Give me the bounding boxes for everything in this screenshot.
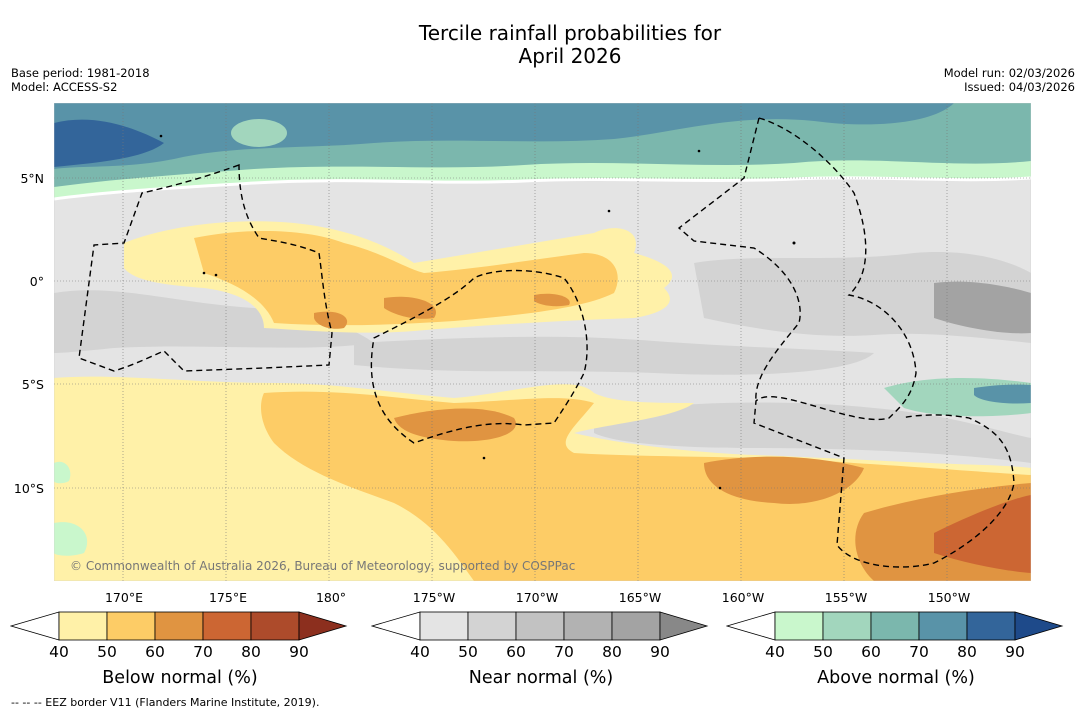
- above-normal-patch: [231, 119, 287, 147]
- issued-date: Issued: 04/03/2026: [964, 80, 1075, 94]
- tick-label: 90: [289, 643, 309, 661]
- eez-footnote: -- -- -- EEZ border V11 (Flanders Marine…: [11, 696, 320, 709]
- tick-label: 60: [861, 643, 881, 661]
- tick-label: 90: [650, 643, 670, 661]
- colorbar-segment: [563, 611, 613, 641]
- eez-border-east: [753, 117, 1015, 568]
- lon-label-160w: 160°W: [721, 590, 765, 605]
- tick-label: 70: [909, 643, 929, 661]
- lat-label-0: 0°: [29, 274, 44, 289]
- near-normal-patch-west: [54, 290, 374, 353]
- colorbar-segment: [611, 611, 661, 641]
- tick-label: 40: [765, 643, 785, 661]
- below-normal-80-southeast: [934, 495, 1031, 573]
- colorbar-near-normal: [371, 611, 709, 641]
- island-4: [792, 241, 796, 245]
- above-normal-80-patch-southeast: [974, 384, 1031, 404]
- near-normal-90-patch: [934, 281, 1031, 334]
- below-normal-70-patch-5: [704, 456, 864, 504]
- tick-label: 50: [813, 643, 833, 661]
- tick-label: 60: [506, 643, 526, 661]
- colorbar-segment: [202, 611, 252, 641]
- colorbar-segment: [870, 611, 920, 641]
- island-7: [482, 456, 486, 460]
- island-8: [718, 486, 722, 490]
- colorbar-extend-high: [1014, 611, 1064, 641]
- lon-label-170w: 170°W: [515, 590, 559, 605]
- colorbar-label-above-normal: Above normal (%): [817, 668, 975, 688]
- lon-label-175w: 175°W: [412, 590, 456, 605]
- below-normal-70-patch-2: [534, 293, 570, 307]
- lon-label-170e: 170°E: [104, 590, 143, 605]
- lon-label-150w: 150°W: [927, 590, 971, 605]
- tick-label: 40: [49, 643, 69, 661]
- contour-40-north: [54, 176, 1031, 201]
- rainfall-map: [54, 103, 1031, 581]
- tick-label: 70: [554, 643, 574, 661]
- below-normal-60-equatorial: [194, 231, 618, 326]
- eez-border-east-west-edge: [677, 117, 801, 402]
- base-period: Base period: 1981-2018: [11, 66, 150, 80]
- tick-label: 90: [1005, 643, 1025, 661]
- tick-label: 50: [97, 643, 117, 661]
- colorbar-label-near-normal: Near normal (%): [468, 668, 614, 688]
- colorbar-segment: [515, 611, 565, 641]
- model-run: Model run: 02/03/2026: [943, 66, 1075, 80]
- colorbar-segment: [106, 611, 156, 641]
- tick-label: 60: [145, 643, 165, 661]
- colorbar-segment: [250, 611, 300, 641]
- map-title: Tercile rainfall probabilities for April…: [0, 22, 1085, 68]
- tick-label: 70: [193, 643, 213, 661]
- meta-right: Model run: 02/03/2026 Issued: 04/03/2026: [944, 66, 1075, 94]
- lon-label-165w: 165°W: [618, 590, 662, 605]
- copyright-notice: © Commonwealth of Australia 2026, Bureau…: [70, 559, 576, 573]
- lon-label-180: 180°: [315, 590, 347, 605]
- colorbar-extend-high: [298, 611, 348, 641]
- tick-label: 80: [957, 643, 977, 661]
- eez-border-west: [78, 164, 333, 372]
- near-normal-patch-south: [594, 402, 1031, 463]
- tick-label: 80: [241, 643, 261, 661]
- above-normal-patch-west-1: [54, 461, 71, 484]
- island-2: [202, 271, 206, 275]
- colorbar-segment: [154, 611, 204, 641]
- colorbar-segment: [467, 611, 517, 641]
- colorbar-segment: [918, 611, 968, 641]
- colorbar-extend-low: [726, 611, 776, 641]
- colorbar-above-normal: [726, 611, 1064, 641]
- colorbar-below-normal: [10, 611, 348, 641]
- lat-label-10s: 10°S: [13, 481, 44, 496]
- colorbar-segment: [822, 611, 872, 641]
- tick-label: 40: [410, 643, 430, 661]
- colorbar-extend-low: [371, 611, 421, 641]
- lon-label-155w: 155°W: [824, 590, 868, 605]
- tick-label: 80: [602, 643, 622, 661]
- near-normal-patch-central: [354, 336, 874, 375]
- colorbar-segment: [774, 611, 824, 641]
- eez-border-central: [370, 269, 588, 444]
- island-6: [697, 149, 701, 153]
- below-normal-70-patch-4: [394, 408, 516, 442]
- above-normal-patch-west-2: [54, 522, 88, 556]
- above-normal-90-northwest: [54, 119, 164, 167]
- island-5: [607, 209, 611, 213]
- colorbar-segment: [966, 611, 1016, 641]
- colorbar-extend-high: [659, 611, 709, 641]
- colorbar-segment: [419, 611, 469, 641]
- island-1: [159, 134, 163, 138]
- island-3: [214, 273, 218, 277]
- lon-label-175e: 175°E: [208, 590, 247, 605]
- tick-label: 50: [458, 643, 478, 661]
- model-name: Model: ACCESS-S2: [11, 80, 118, 94]
- title-line-2: April 2026: [518, 44, 622, 68]
- colorbar-segment: [58, 611, 108, 641]
- meta-left: Base period: 1981-2018 Model: ACCESS-S2: [11, 66, 150, 94]
- lat-label-5s: 5°S: [21, 377, 44, 392]
- colorbar-extend-low: [10, 611, 60, 641]
- below-normal-70-patch-3: [314, 311, 348, 329]
- colorbar-label-below-normal: Below normal (%): [102, 668, 258, 688]
- above-normal-80-north: [54, 103, 954, 169]
- lat-label-5n: 5°N: [20, 171, 44, 186]
- title-line-1: Tercile rainfall probabilities for: [418, 21, 722, 45]
